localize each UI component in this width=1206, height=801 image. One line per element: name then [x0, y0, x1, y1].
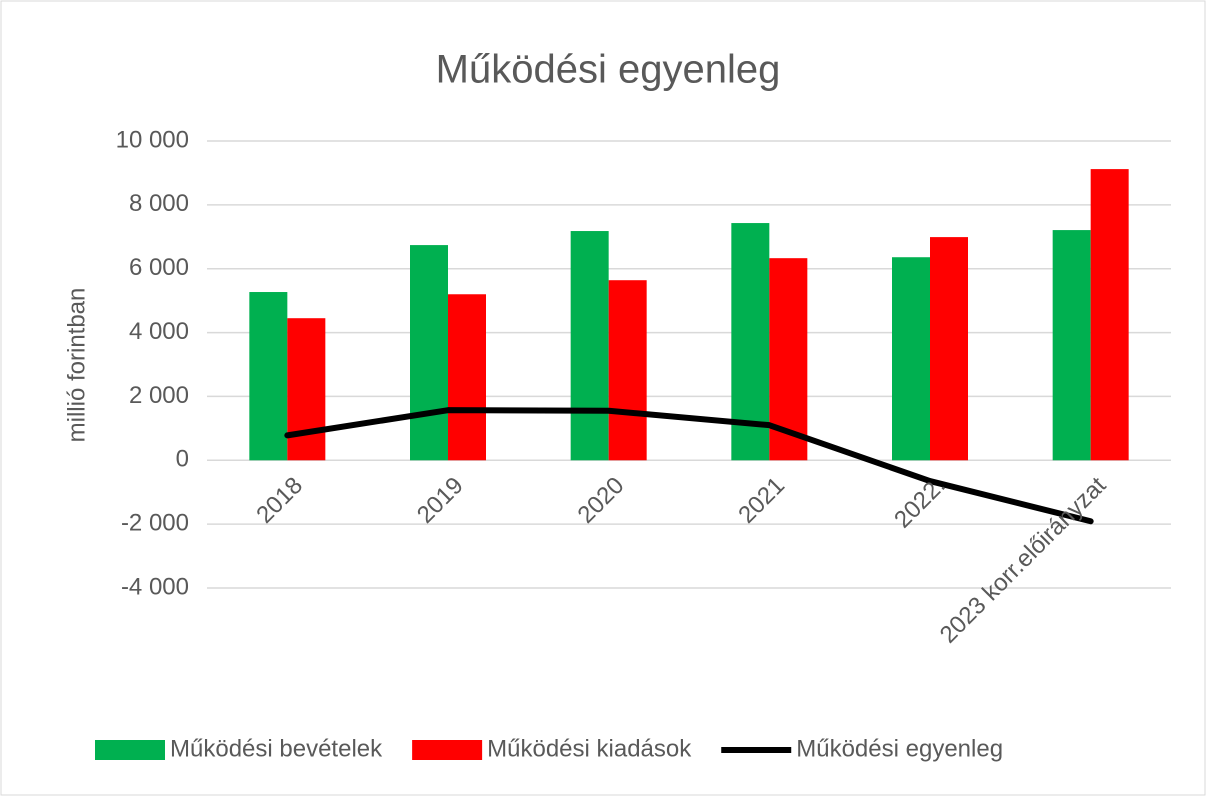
bar	[1052, 230, 1091, 461]
y-tick-label: 0	[176, 446, 189, 473]
bar	[410, 245, 448, 461]
bar	[608, 280, 647, 461]
legend-label: Működési kiadások	[487, 735, 692, 762]
y-tick-label: -4 000	[121, 573, 189, 600]
legend-swatch	[412, 740, 483, 760]
y-tick-label: 6 000	[129, 254, 189, 281]
y-tick-label: 8 000	[129, 190, 189, 217]
bar	[892, 257, 930, 461]
y-tick-label: 2 000	[129, 382, 189, 409]
y-axis-label: millió forintban	[63, 288, 90, 443]
line	[284, 407, 1094, 525]
bar	[1090, 169, 1129, 461]
legend-label: Működési bevételek	[170, 735, 383, 762]
y-tick-label: 10 000	[116, 126, 189, 153]
bar	[930, 237, 968, 461]
bar	[448, 294, 486, 461]
y-tick-label: -2 000	[121, 509, 189, 536]
bar	[249, 292, 288, 461]
y-tick-label: 4 000	[129, 318, 189, 345]
legend-label: Működési egyenleg	[796, 735, 1003, 762]
legend-swatch	[95, 740, 165, 760]
bar	[570, 231, 609, 461]
chart-title: Működési egyenleg	[436, 48, 781, 92]
bar	[287, 318, 326, 461]
